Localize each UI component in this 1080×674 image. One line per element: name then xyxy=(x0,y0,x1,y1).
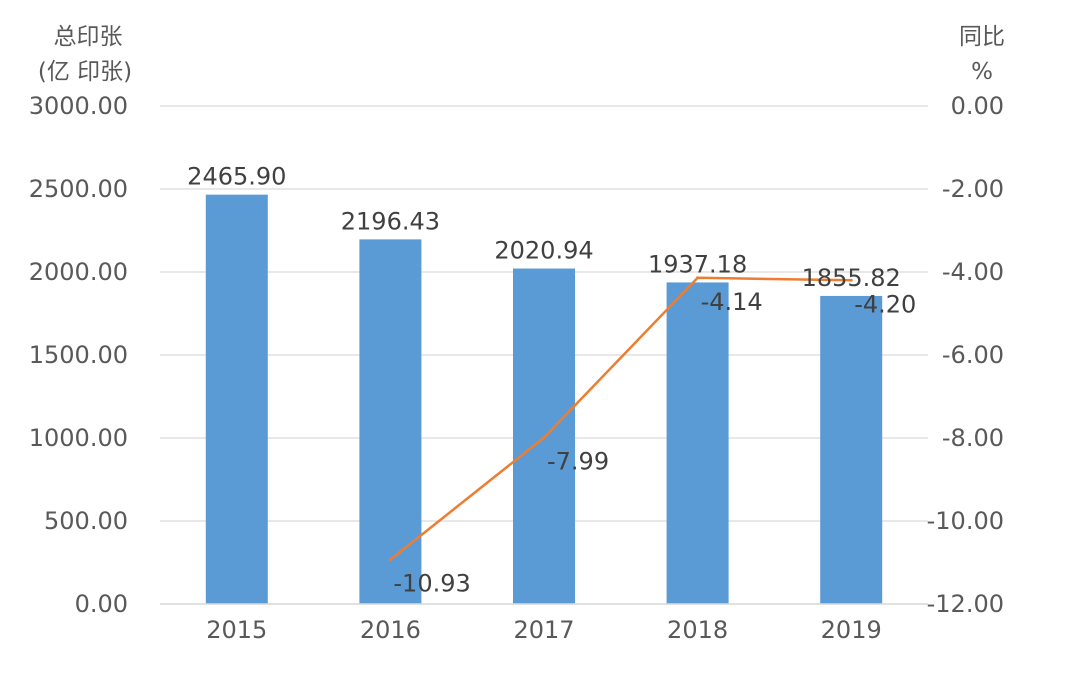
right-axis-tick-label: -8.00 xyxy=(942,424,1004,452)
line-point xyxy=(542,436,546,440)
bar-value-label: 1855.82 xyxy=(802,264,901,292)
data-labels: 2465.90 2196.43 2020.94 1937.18 1855.82 -10.9… xyxy=(187,163,916,598)
right-axis-tick-label: -10.00 xyxy=(927,507,1004,535)
bar xyxy=(820,295,883,604)
x-axis-tick-label: 2016 xyxy=(360,616,421,644)
right-axis-tick-label: -4.00 xyxy=(942,258,1004,286)
right-axis-tick-label: -12.00 xyxy=(927,590,1004,618)
line-point xyxy=(696,276,700,280)
left-axis-tick-label: 2500.00 xyxy=(29,175,128,203)
line-value-label: -4.14 xyxy=(701,288,763,316)
right-axis-tick-label: 0.00 xyxy=(951,92,1004,120)
left-axis-tick-label: 0.00 xyxy=(75,590,128,618)
left-axis-tick-label: 2000.00 xyxy=(29,258,128,286)
line-value-label: -7.99 xyxy=(547,448,609,476)
line-value-label: -4.20 xyxy=(854,290,916,318)
line-point xyxy=(388,558,392,562)
bar xyxy=(359,239,422,604)
x-axis-tick-label: 2017 xyxy=(513,616,574,644)
line-point xyxy=(849,278,853,282)
x-axis-tick-label: 2015 xyxy=(206,616,267,644)
line-series xyxy=(388,276,853,562)
right-axis-tick-label: -6.00 xyxy=(942,341,1004,369)
left-axis-tick-label: 3000.00 xyxy=(29,92,128,120)
bar-value-label: 2020.94 xyxy=(494,237,593,265)
bar-value-label: 2196.43 xyxy=(341,207,440,235)
bar-value-label: 2465.90 xyxy=(187,163,286,191)
right-axis-title-line2: % xyxy=(971,59,993,85)
bar-value-label: 1937.18 xyxy=(648,250,747,278)
x-axis-tick-label: 2019 xyxy=(821,616,882,644)
left-axis-title-line1: 总印张 xyxy=(54,24,123,50)
x-axis-tick-label: 2018 xyxy=(667,616,728,644)
bar xyxy=(205,194,268,605)
line-value-label: -10.93 xyxy=(393,570,470,598)
bar xyxy=(666,282,729,604)
right-axis-tick-label: -2.00 xyxy=(942,175,1004,203)
left-axis-tick-label: 1500.00 xyxy=(29,341,128,369)
left-axis-tick-label: 500.00 xyxy=(44,507,128,535)
left-axis-title-line2: (亿 印张) xyxy=(38,59,132,85)
yoy-line xyxy=(389,276,852,561)
axes: 0.00 500.00 1000.00 1500.00 2000.00 2500.00 30… xyxy=(29,92,1004,644)
right-axis-title-line1: 同比 xyxy=(959,24,1005,50)
left-axis-tick-label: 1000.00 xyxy=(29,424,128,452)
